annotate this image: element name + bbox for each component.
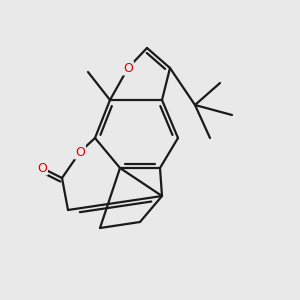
Text: O: O [37,161,47,175]
Text: O: O [123,61,133,74]
Text: O: O [75,146,85,158]
